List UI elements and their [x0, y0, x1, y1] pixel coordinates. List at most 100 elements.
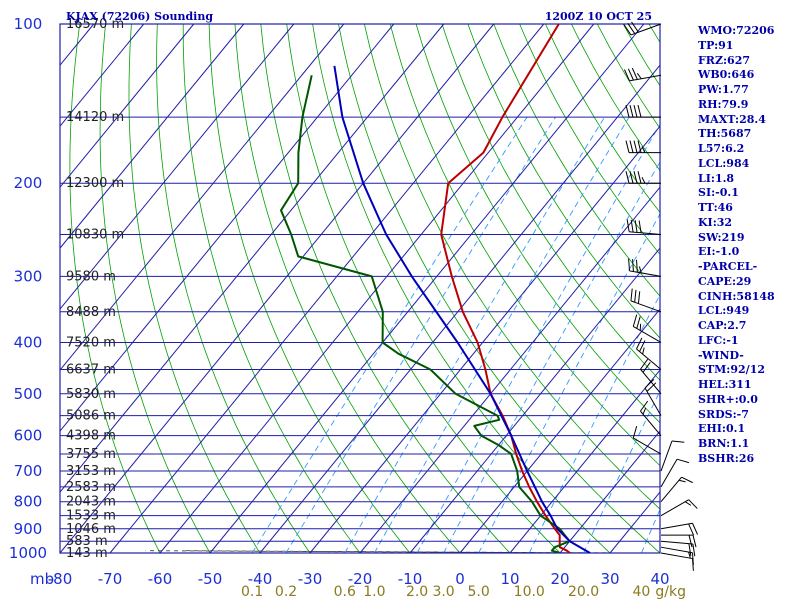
- temperature-tick-label: -10: [398, 570, 423, 588]
- index-item: EI:-1.0: [698, 245, 740, 259]
- wind-barb-staff: [630, 23, 662, 36]
- wind-barb-flag: [641, 177, 646, 184]
- wind-barb-staff: [644, 387, 662, 416]
- height-label: 5086 m: [66, 409, 116, 424]
- dry-adiabat: [286, 24, 561, 553]
- dry-adiabat: [364, 24, 660, 510]
- mixing-ratio-label: 0.2: [275, 584, 297, 600]
- index-item: BSHR:26: [698, 451, 755, 465]
- pressure-tick-label: 100: [14, 15, 43, 33]
- wind-barb-staff: [636, 348, 662, 370]
- height-label: 3153 m: [66, 464, 116, 479]
- mixing-ratio-label: 0.1: [241, 584, 263, 600]
- index-item: SW:219: [698, 230, 745, 244]
- pressure-tick-label: 700: [14, 462, 43, 480]
- wind-barb-staff: [660, 499, 689, 517]
- index-item: LCL:984: [698, 156, 750, 170]
- wind-barb-flag: [637, 171, 642, 184]
- wind-barb-flag: [688, 523, 695, 536]
- wind-barb: [628, 258, 662, 277]
- wind-barb-staff: [629, 270, 662, 277]
- series-layer: [280, 24, 591, 553]
- pressure-tick-label: 800: [14, 493, 43, 511]
- wind-barb-flag: [638, 266, 642, 274]
- pressure-tick-label: 500: [14, 385, 43, 403]
- wind-barb: [623, 67, 662, 82]
- index-item: L57:6.2: [698, 142, 745, 155]
- wind-barb-flag: [626, 219, 630, 232]
- wind-barb-flag: [632, 426, 638, 439]
- wind-barb: [660, 540, 696, 557]
- height-label: 14120 m: [66, 110, 124, 125]
- wind-barb: [660, 458, 690, 488]
- temperature-tick-label: -70: [98, 570, 123, 588]
- wind-barb: [660, 499, 698, 517]
- temperature-tick-label: -20: [348, 570, 373, 588]
- index-item: SHR+:0.0: [698, 392, 758, 406]
- wind-barb-flag: [681, 476, 693, 484]
- wind-barbs-layer: [623, 21, 699, 571]
- wind-barb-staff: [633, 326, 662, 343]
- isotherm-line: [359, 186, 661, 554]
- wind-barb: [625, 140, 661, 154]
- mixing-ratio-line: [583, 389, 660, 553]
- height-label: 2583 m: [66, 480, 116, 495]
- isotherm-line: [559, 430, 661, 554]
- wind-barb: [660, 522, 699, 536]
- isotherm-line: [59, 23, 95, 66]
- index-item: TT:46: [698, 201, 733, 214]
- wind-barb-flag: [636, 337, 643, 350]
- height-label: 16570 m: [66, 17, 124, 32]
- index-item: LI:1.8: [698, 171, 735, 185]
- pressure-tick-label: 400: [14, 333, 43, 351]
- wind-barb-staff: [660, 540, 693, 545]
- isotherm-line: [59, 23, 445, 493]
- dry-adiabat: [128, 24, 261, 553]
- wind-barb-flag: [631, 21, 639, 33]
- mixing-ratio-line: [344, 116, 605, 553]
- wind-barb: [660, 440, 685, 472]
- mixing-ratio-line: [251, 116, 528, 553]
- index-item: SI:-0.1: [698, 186, 739, 200]
- index-item: RH:79.9: [698, 97, 749, 111]
- pressure-tick-label: 300: [14, 267, 43, 285]
- wind-barb-flag: [684, 501, 692, 506]
- wind-barb: [640, 400, 662, 436]
- index-item: CINH:58148: [698, 289, 775, 303]
- isotherm-line: [59, 23, 145, 127]
- index-item: TH:5687: [698, 127, 752, 141]
- dry-adiabat: [260, 24, 511, 553]
- height-label: 9580 m: [66, 269, 116, 284]
- wind-barb: [660, 552, 694, 571]
- wind-barb: [630, 288, 662, 313]
- isotherm-line: [159, 23, 595, 554]
- index-item: WMO:72206: [698, 24, 775, 37]
- wind-barb: [660, 476, 693, 503]
- wind-barb-staff: [660, 552, 693, 560]
- wind-barb-flag: [627, 68, 634, 81]
- wind-barb-staff: [660, 476, 682, 503]
- indices-panel: WMO:72206 TP:91 FRZ:627 WB0:646 PW:1.77 RH:79…: [698, 24, 798, 467]
- index-item: WB0:646: [698, 68, 755, 82]
- index-item: TP:91: [698, 38, 734, 52]
- wind-barb-flag: [671, 440, 685, 443]
- isotherm-line: [59, 23, 245, 249]
- mixing-ratio-line: [374, 116, 630, 553]
- mixing-ratio-label: 0.6: [334, 584, 356, 600]
- wind-barb: [640, 358, 662, 395]
- mixing-ratio-line: [528, 293, 660, 553]
- isotherm-line: [59, 23, 345, 371]
- dry-adiabat: [156, 24, 311, 553]
- wind-barb-flag: [629, 140, 634, 153]
- pressure-tick-label: 1000: [9, 544, 47, 562]
- wind-barb: [636, 337, 662, 370]
- plot-frame: [59, 23, 661, 554]
- wind-barb-flag: [623, 24, 632, 36]
- wind-barb: [660, 546, 694, 566]
- wind-barb-staff: [629, 74, 662, 82]
- wind-barb-flag: [630, 219, 634, 233]
- index-item: CAP:2.7: [698, 319, 747, 332]
- pressure-tick-label: 900: [14, 520, 43, 538]
- index-item: MAXT:28.4: [698, 112, 766, 126]
- wind-barb-flag: [640, 400, 649, 412]
